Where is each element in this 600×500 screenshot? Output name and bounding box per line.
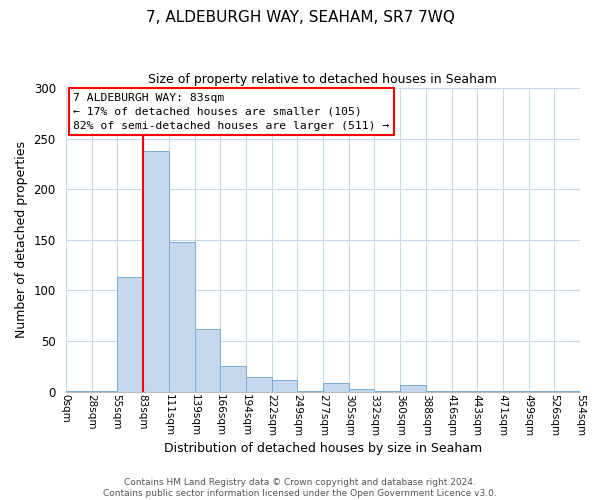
Bar [220, 366, 245, 392]
X-axis label: Distribution of detached houses by size in Seaham: Distribution of detached houses by size … [164, 442, 482, 455]
Bar [323, 384, 349, 392]
Bar [194, 329, 220, 392]
Y-axis label: Number of detached properties: Number of detached properties [15, 142, 28, 338]
Bar [297, 390, 323, 392]
Bar [169, 242, 194, 392]
Bar [245, 378, 272, 392]
Bar [554, 390, 580, 392]
Bar [529, 390, 554, 392]
Text: 7, ALDEBURGH WAY, SEAHAM, SR7 7WQ: 7, ALDEBURGH WAY, SEAHAM, SR7 7WQ [146, 10, 454, 25]
Bar [477, 390, 503, 392]
Bar [452, 390, 477, 392]
Text: 7 ALDEBURGH WAY: 83sqm
← 17% of detached houses are smaller (105)
82% of semi-de: 7 ALDEBURGH WAY: 83sqm ← 17% of detached… [73, 92, 389, 130]
Bar [400, 386, 426, 392]
Text: Contains HM Land Registry data © Crown copyright and database right 2024.
Contai: Contains HM Land Registry data © Crown c… [103, 478, 497, 498]
Bar [503, 390, 529, 392]
Bar [272, 380, 297, 392]
Bar [349, 388, 374, 392]
Bar [116, 277, 143, 392]
Bar [143, 151, 169, 392]
Bar [65, 390, 92, 392]
Bar [374, 390, 400, 392]
Bar [92, 390, 116, 392]
Title: Size of property relative to detached houses in Seaham: Size of property relative to detached ho… [148, 72, 497, 86]
Bar [426, 390, 452, 392]
